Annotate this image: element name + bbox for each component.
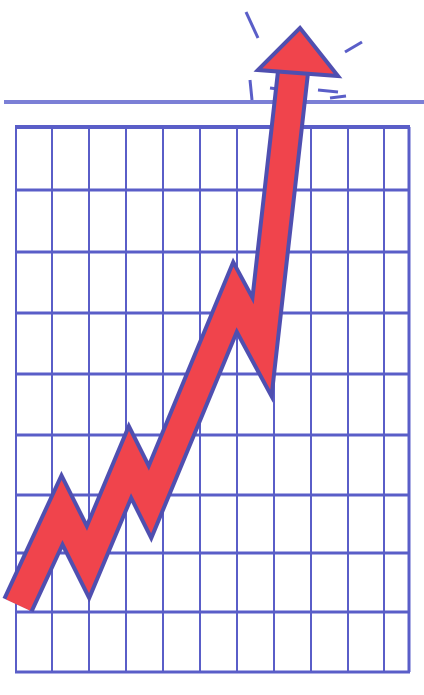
illustration [0, 0, 424, 695]
burst-mark [318, 90, 338, 92]
burst-mark [250, 80, 252, 100]
page [0, 0, 424, 695]
burst-mark [330, 96, 346, 98]
